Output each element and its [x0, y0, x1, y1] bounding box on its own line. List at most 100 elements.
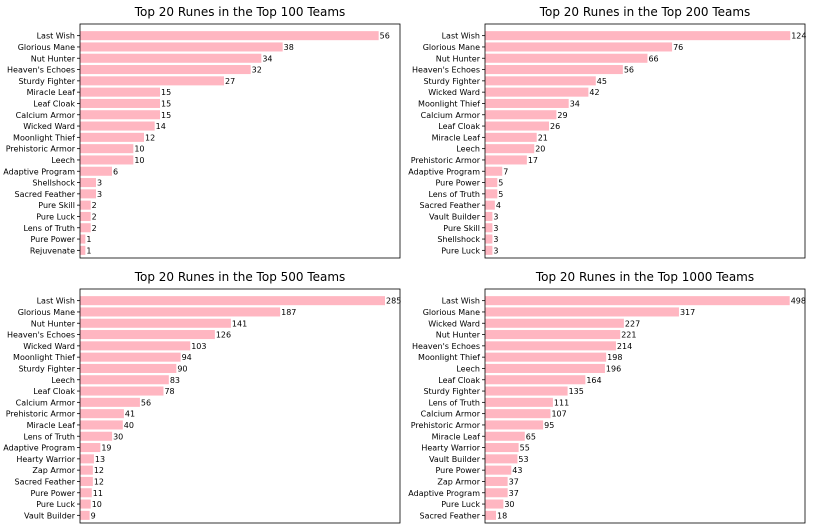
chart-panel: Top 20 Runes in the Top 100 Teams Last Wi…	[3, 5, 401, 259]
chart-panel: Top 20 Runes in the Top 200 Teams Last Wi…	[408, 5, 807, 259]
plot-frame	[79, 23, 401, 259]
y-tick-label: Calcium Armor	[16, 398, 76, 407]
y-tick-label: Sturdy Fighter	[423, 77, 480, 86]
y-tick-label: Vault Builder	[429, 212, 481, 221]
data-label: 15	[161, 88, 171, 97]
y-tick-label: Rejuvenate	[30, 246, 75, 255]
data-label: 76	[673, 43, 683, 52]
data-label: 83	[170, 376, 180, 385]
y-tick-label: Leaf Cloak	[438, 376, 480, 385]
data-label: 29	[557, 111, 567, 120]
y-tick-label: Sturdy Fighter	[423, 387, 480, 396]
data-label: 126	[216, 331, 231, 340]
data-label: 3	[493, 212, 498, 221]
data-label: 55	[520, 444, 530, 453]
data-label: 30	[504, 500, 514, 509]
bar	[485, 166, 503, 176]
y-tick-label: Wicked Ward	[23, 122, 75, 131]
data-label: 20	[535, 145, 545, 154]
bar	[485, 223, 493, 233]
data-label: 187	[281, 308, 296, 317]
data-label: 103	[191, 342, 206, 351]
data-label: 3	[493, 224, 498, 233]
y-tick-label: Zap Armor	[437, 477, 480, 486]
bar	[485, 144, 535, 154]
bar	[80, 386, 164, 396]
bar	[80, 31, 379, 41]
bar	[80, 443, 101, 453]
bar	[80, 363, 177, 373]
bar	[80, 330, 215, 340]
data-label: 10	[92, 500, 102, 509]
y-tick-label: Moonlight Thief	[418, 99, 480, 108]
y-tick-label: Last Wish	[442, 32, 480, 41]
bar	[80, 223, 91, 233]
bar	[485, 363, 605, 373]
bar	[485, 409, 551, 419]
bar	[80, 510, 90, 520]
y-tick-label: Zap Armor	[32, 466, 75, 475]
y-tick-label: Heaven's Echoes	[412, 342, 480, 351]
bar	[80, 76, 224, 86]
y-tick-label: Pure Skill	[443, 224, 480, 233]
data-label: 111	[554, 398, 569, 407]
y-tick-label: Sacred Feather	[420, 201, 481, 210]
data-label: 42	[589, 88, 599, 97]
plot-frame	[484, 288, 806, 524]
bar	[485, 397, 553, 407]
y-tick-label: Shellshock	[32, 179, 75, 188]
bar	[485, 499, 504, 509]
y-tick-label: Leaf Cloak	[438, 122, 480, 131]
bar	[80, 375, 169, 385]
bar	[485, 307, 679, 317]
bar	[485, 42, 673, 52]
y-tick-label: Sturdy Fighter	[18, 364, 75, 373]
bar	[80, 476, 93, 486]
data-label: 196	[606, 364, 621, 373]
data-label: 41	[125, 410, 135, 419]
data-label: 53	[518, 455, 528, 464]
bar	[485, 178, 498, 188]
data-label: 11	[93, 489, 103, 498]
y-tick-label: Nut Hunter	[31, 54, 76, 63]
bar	[80, 200, 91, 210]
y-tick-label: Glorious Mane	[423, 308, 480, 317]
bar	[80, 155, 134, 165]
bar	[80, 87, 160, 97]
bar	[80, 409, 124, 419]
data-label: 9	[91, 511, 96, 520]
data-label: 317	[680, 308, 695, 317]
bar	[485, 87, 589, 97]
bar	[80, 499, 91, 509]
data-label: 56	[624, 66, 634, 75]
data-label: 78	[164, 387, 174, 396]
bar	[80, 397, 140, 407]
y-tick-label: Pure Luck	[441, 246, 480, 255]
y-tick-label: Leech	[51, 156, 75, 165]
y-tick-label: Prehistoric Armor	[411, 421, 481, 430]
data-label: 3	[97, 179, 102, 188]
data-label: 10	[134, 156, 144, 165]
data-label: 56	[380, 32, 390, 41]
data-label: 3	[493, 246, 498, 255]
y-tick-label: Heaven's Echoes	[412, 66, 480, 75]
y-tick-label: Glorious Mane	[18, 308, 75, 317]
data-label: 198	[607, 353, 622, 362]
bar	[485, 189, 498, 199]
data-label: 498	[791, 297, 806, 306]
data-label: 94	[182, 353, 192, 362]
y-tick-label: Sacred Feather	[420, 511, 481, 520]
bar	[485, 200, 495, 210]
data-label: 12	[145, 133, 155, 142]
data-label: 4	[496, 201, 501, 210]
bar	[485, 510, 497, 520]
chart-panel: Top 20 Runes in the Top 1000 Teams Last W…	[408, 270, 806, 524]
y-tick-label: Lens of Truth	[23, 224, 75, 233]
y-tick-label: Leaf Cloak	[33, 99, 75, 108]
chart-title: Top 20 Runes in the Top 200 Teams	[539, 5, 751, 19]
y-tick-label: Last Wish	[37, 32, 75, 41]
data-label: 34	[570, 99, 580, 108]
data-label: 1	[86, 235, 91, 244]
data-label: 135	[569, 387, 584, 396]
